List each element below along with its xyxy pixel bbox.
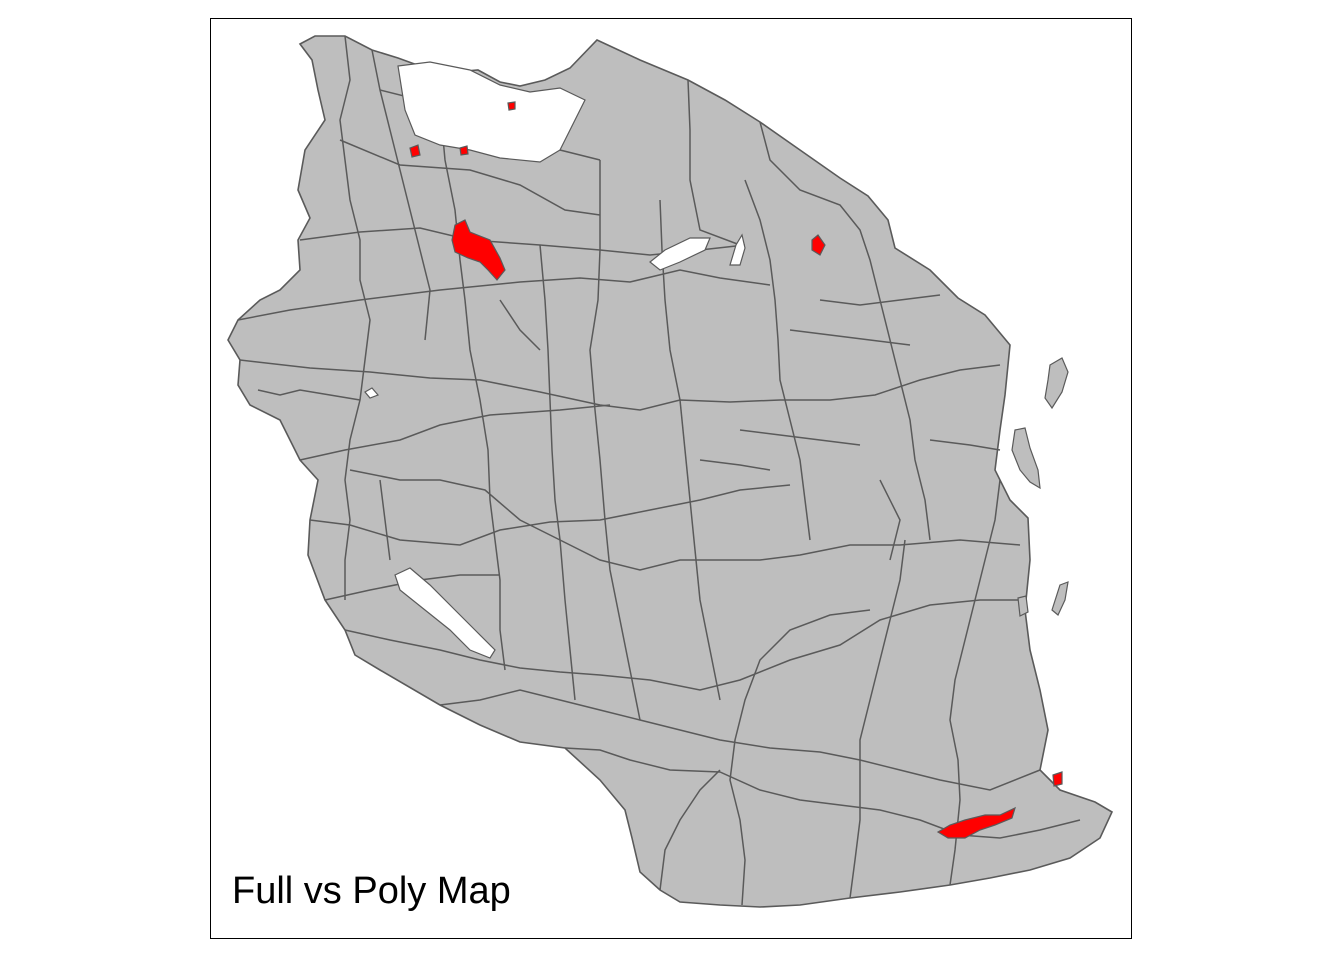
highlight-region-north-west [451,219,506,281]
island-small-1 [1017,595,1029,617]
highlight-islet-2 [459,145,469,156]
island-mafia [1051,581,1069,616]
lake-manyara [729,233,746,266]
lake-victoria [397,61,586,163]
lakes [364,61,746,659]
islands [1011,357,1069,617]
district-boundaries [237,35,1081,906]
lake-tanganyika-tip [394,567,496,659]
map-title: Full vs Poly Map [232,870,511,912]
highlight-islet-3 [507,101,516,111]
highlight-islet-1 [409,144,421,158]
highlighted-districts [409,101,1063,839]
island-pemba [1044,357,1069,410]
highlight-region-north-east [811,234,826,256]
lake-eyasi [649,237,711,271]
highlight-region-coast [1052,771,1063,787]
small-lake [364,387,380,399]
highlight-region-south [936,806,1016,839]
island-unguja [1011,427,1041,490]
